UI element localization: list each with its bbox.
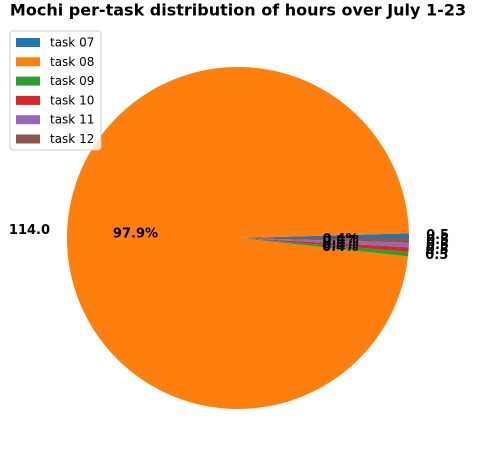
value-label: 0.5 bbox=[426, 238, 449, 253]
value-label: 0.5 bbox=[426, 233, 449, 248]
value-label: 114.0 bbox=[9, 223, 50, 238]
pie-slice bbox=[238, 238, 409, 252]
legend-swatch bbox=[16, 115, 40, 125]
percent-label: 97.9% bbox=[113, 226, 158, 241]
pie-slice bbox=[238, 238, 409, 248]
legend: task 07 task 08 task 09 task 10 task 11 task … bbox=[9, 30, 102, 151]
legend-label: task 10 bbox=[50, 93, 94, 107]
legend-label: task 12 bbox=[50, 132, 94, 146]
legend-swatch bbox=[16, 57, 40, 67]
pie-slice bbox=[238, 238, 409, 257]
legend-label: task 09 bbox=[50, 74, 94, 88]
legend-swatch bbox=[16, 134, 40, 144]
value-label: 0.5 bbox=[426, 243, 449, 258]
percent-label: 0.4% bbox=[323, 232, 359, 247]
legend-swatch bbox=[16, 95, 40, 105]
legend-label: task 07 bbox=[50, 36, 94, 50]
pie-slice bbox=[67, 66, 409, 409]
value-label: 0.5 bbox=[426, 228, 449, 243]
legend-swatch bbox=[16, 76, 40, 86]
value-label: 0.5 bbox=[425, 248, 448, 263]
chart-title: Mochi per-task distribution of hours ove… bbox=[10, 1, 466, 20]
legend-label: task 08 bbox=[50, 55, 94, 69]
legend-label: task 11 bbox=[50, 113, 94, 127]
pie-slice bbox=[238, 238, 409, 243]
legend-swatch bbox=[16, 38, 40, 47]
pie-slice bbox=[238, 233, 409, 238]
